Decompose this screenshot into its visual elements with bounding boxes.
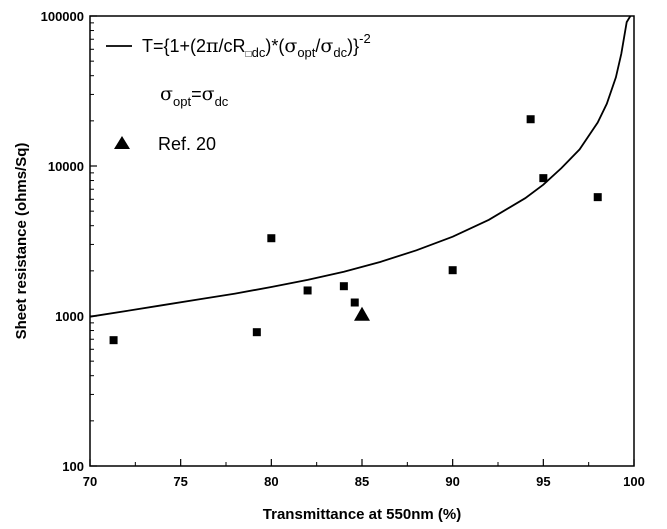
series-layer [89,15,632,345]
formula-sigma2: σ [320,35,333,57]
x-tick-label: 90 [445,474,459,489]
formula-close: )} [347,36,359,56]
formula-dc1: dc [252,45,266,60]
condition-eq: = [191,84,202,104]
data-point-square [109,336,118,345]
condition-opt: opt [173,94,191,109]
legend-condition: σopt=σdc [160,83,229,109]
data-point-square [539,174,548,183]
x-tick-label: 95 [536,474,550,489]
legend-ref-label: Ref. 20 [158,134,216,154]
legend: T={1+(2π/cR□dc)*(σopt/σdc)}-2 σopt=σdc R… [106,31,371,154]
formula-c-over: /cR [219,36,246,56]
axis-tick-labels: 70 75 80 85 90 95 100 100 1000 10000 100000 [41,9,645,489]
condition-dc: dc [215,94,229,109]
data-point-square [267,234,276,243]
x-axis-title: Transmittance at 550nm (%) [263,506,461,523]
y-tick-label: 1000 [55,309,84,324]
data-point-square [593,193,602,202]
condition-sigma1: σ [160,83,173,105]
formula-sigma1: σ [284,35,297,57]
x-tick-label: 85 [355,474,369,489]
formula-exp: -2 [359,31,371,46]
x-tick-label: 75 [173,474,187,489]
formula-opt1: opt [297,45,315,60]
formula-dc2: dc [333,45,347,60]
condition-sigma2: σ [202,83,215,105]
formula-prefix: T={1+(2 [142,36,206,56]
y-tick-label: 100 [62,459,84,474]
data-point-square [339,282,348,291]
model-curve [89,15,632,318]
formula-pi: π [206,35,219,57]
x-tick-label: 70 [83,474,97,489]
x-tick-label: 100 [623,474,645,489]
legend-triangle-swatch [114,136,130,149]
y-tick-label: 100000 [41,9,84,24]
data-point-square [303,286,312,295]
formula-square: □ [246,49,252,60]
data-point-square [526,115,535,124]
formula-slash: / [315,36,320,56]
formula-mid: )*( [265,36,284,56]
legend-formula: T={1+(2π/cR□dc)*(σopt/σdc)}-2 [142,31,371,60]
data-point-square [252,328,261,337]
data-point-square [448,266,457,275]
y-tick-label: 10000 [48,159,84,174]
x-tick-label: 80 [264,474,278,489]
axis-ticks [89,15,635,467]
y-axis-title: Sheet resistance (ohms/Sq) [13,143,30,340]
data-point-triangle [354,306,370,321]
data-point-square [350,298,359,307]
